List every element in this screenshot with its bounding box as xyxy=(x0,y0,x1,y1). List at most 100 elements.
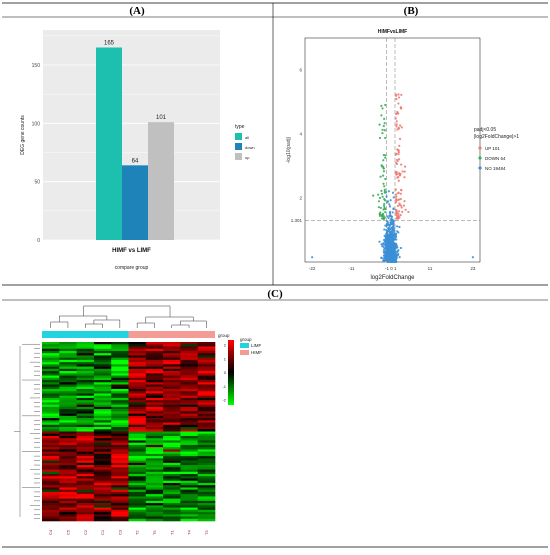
heatmap-cell xyxy=(180,474,198,477)
point-no xyxy=(378,240,381,243)
heatmap-cell xyxy=(111,438,129,441)
point-no xyxy=(390,238,393,241)
point-down xyxy=(378,214,381,217)
point-up xyxy=(399,197,402,201)
point-no xyxy=(389,199,392,202)
heatmap-cell xyxy=(180,348,198,352)
heatmap-cell xyxy=(59,368,77,372)
column-dendrogram-branch xyxy=(171,324,190,328)
heatmap-cell xyxy=(76,413,95,417)
heatmap-cell xyxy=(145,447,164,450)
heatmap-cell xyxy=(111,435,129,439)
heatmap-cell xyxy=(145,406,164,410)
heatmap-cell xyxy=(128,482,147,486)
x-tick-label: 23 xyxy=(470,266,476,271)
heatmap-cell xyxy=(42,344,60,347)
heatmap-cell xyxy=(42,393,60,396)
heatmap-cell xyxy=(111,350,129,354)
heatmap-cell xyxy=(59,482,77,486)
heatmap-cell xyxy=(128,451,147,455)
heatmap-cell xyxy=(197,467,216,470)
heatmap-cell xyxy=(163,482,181,486)
y-tick-label: 0 xyxy=(37,238,40,244)
heatmap-cell xyxy=(128,368,147,372)
heatmap-cell xyxy=(163,460,181,464)
heatmap-cell xyxy=(128,342,147,345)
heatmap-cell xyxy=(59,480,77,484)
heatmap-cell xyxy=(93,342,112,345)
heatmap-cell xyxy=(197,518,216,522)
heatmap-cell xyxy=(197,406,216,410)
point-no xyxy=(385,224,388,227)
heatmap-cell xyxy=(128,397,147,401)
point-up xyxy=(400,93,403,96)
heatmap-cell xyxy=(93,447,112,450)
heatmap-cell xyxy=(59,485,77,488)
heatmap-cell xyxy=(163,409,181,412)
heatmap-cell xyxy=(180,420,198,423)
heatmap-cell xyxy=(111,491,129,495)
heatmap-cell xyxy=(197,364,216,367)
heatmap-cell xyxy=(59,509,77,513)
heatmap-cell xyxy=(111,420,129,423)
heatmap-cell xyxy=(111,344,129,347)
heatmap-cell xyxy=(42,395,60,399)
heatmap-cell xyxy=(111,489,129,493)
heatmap-cell xyxy=(42,384,60,388)
heatmap-cell xyxy=(59,373,77,376)
heatmap-cell xyxy=(128,444,147,448)
heatmap-cell xyxy=(93,489,112,493)
heatmap-cell xyxy=(145,371,164,374)
annotation-title: group xyxy=(218,333,230,338)
heatmap-cell xyxy=(197,496,216,499)
heatmap-cell xyxy=(197,350,216,354)
heatmap-cell xyxy=(145,393,164,396)
heatmap-cell xyxy=(111,422,129,426)
legend-swatch xyxy=(235,133,242,140)
heatmap-cell xyxy=(59,404,77,408)
heatmap-cell xyxy=(145,427,164,430)
heatmap-cell xyxy=(163,371,181,374)
heatmap-cell xyxy=(197,359,216,363)
heatmap-cell xyxy=(42,342,60,345)
point-no xyxy=(388,205,392,208)
heatmap-cell xyxy=(128,516,147,520)
heatmap-cell xyxy=(111,480,129,484)
point-up xyxy=(399,188,403,192)
heatmap-cell xyxy=(163,418,181,421)
heatmap-cell xyxy=(93,373,112,376)
heatmap-cell xyxy=(163,449,181,452)
point-up xyxy=(394,161,398,164)
heatmap-cell xyxy=(111,496,129,499)
heatmap-cell xyxy=(111,478,129,482)
heatmap-cell xyxy=(42,460,60,464)
heatmap-cell xyxy=(111,409,129,412)
heatmap-cell xyxy=(180,400,198,403)
heatmap-cell xyxy=(197,453,216,457)
heatmap-cell xyxy=(42,476,60,479)
point-up xyxy=(397,93,400,96)
heatmap-cell xyxy=(42,478,60,482)
heatmap-cell xyxy=(76,342,95,345)
point-no xyxy=(389,213,392,217)
heatmap-cell xyxy=(76,518,95,522)
heatmap-cell xyxy=(180,371,198,374)
heatmap-cell xyxy=(180,375,198,379)
heatmap-cell xyxy=(197,388,216,392)
heatmap-cell xyxy=(180,444,198,448)
heatmap-cell xyxy=(76,467,95,470)
point-up xyxy=(403,170,406,173)
heatmap-cell xyxy=(111,427,129,430)
point-no xyxy=(391,191,395,194)
heatmap-cell xyxy=(76,409,95,412)
heatmap-cell xyxy=(111,476,129,479)
bar-data-label: 101 xyxy=(156,115,167,121)
point-no xyxy=(391,211,394,214)
heatmap-cell xyxy=(111,449,129,452)
heatmap-cell xyxy=(197,429,216,432)
heatmap-cell xyxy=(111,469,129,473)
heatmap-cell xyxy=(76,391,95,394)
heatmap-cell xyxy=(59,478,77,482)
heatmap-cell xyxy=(111,406,129,410)
